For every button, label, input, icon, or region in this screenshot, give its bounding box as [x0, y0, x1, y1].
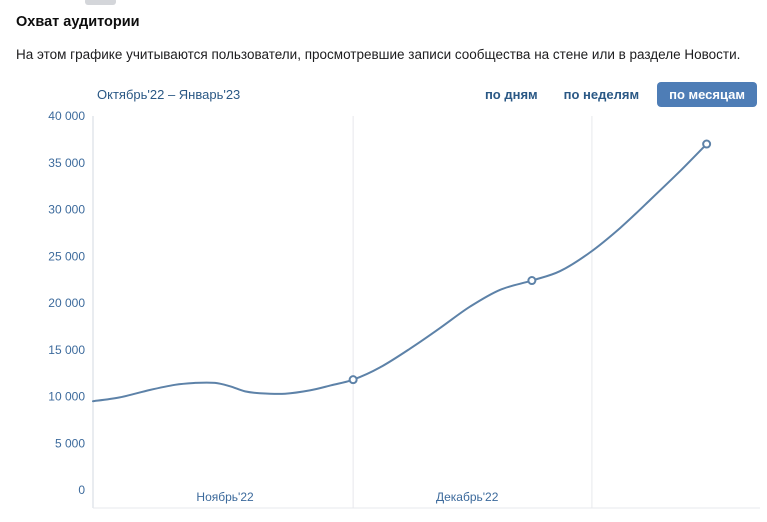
y-tick-label: 0 — [78, 483, 85, 497]
reach-line-chart[interactable]: 40 000 35 000 30 000 25 000 20 000 15 000 10 0… — [0, 106, 767, 522]
tab-by-days[interactable]: по дням — [477, 82, 546, 107]
tab-by-months[interactable]: по месяцам — [657, 82, 757, 107]
y-tick-label: 35 000 — [48, 156, 85, 170]
tab-by-weeks[interactable]: по неделям — [556, 82, 647, 107]
data-point-marker[interactable] — [702, 139, 712, 149]
y-tick-label: 10 000 — [48, 390, 85, 404]
y-tick-label: 20 000 — [48, 296, 85, 310]
x-tick-label: Декабрь'22 — [436, 490, 499, 504]
data-point-marker[interactable] — [527, 276, 537, 286]
y-tick-label: 15 000 — [48, 343, 85, 357]
date-range-link[interactable]: Октябрь'22 – Январь'23 — [97, 87, 241, 102]
page-title: Охват аудитории — [16, 14, 140, 30]
cropped-top-element — [85, 0, 116, 5]
x-tick-label: Ноябрь'22 — [196, 490, 254, 504]
period-tabs: по дням по неделям по месяцам — [477, 82, 757, 107]
data-point-marker[interactable] — [348, 375, 358, 385]
y-tick-label: 25 000 — [48, 249, 85, 263]
y-tick-label: 40 000 — [48, 109, 85, 123]
y-tick-label: 5 000 — [55, 436, 85, 450]
y-tick-label: 30 000 — [48, 203, 85, 217]
reach-series-line — [92, 143, 708, 403]
chart-description: На этом графике учитываются пользователи… — [16, 47, 741, 62]
